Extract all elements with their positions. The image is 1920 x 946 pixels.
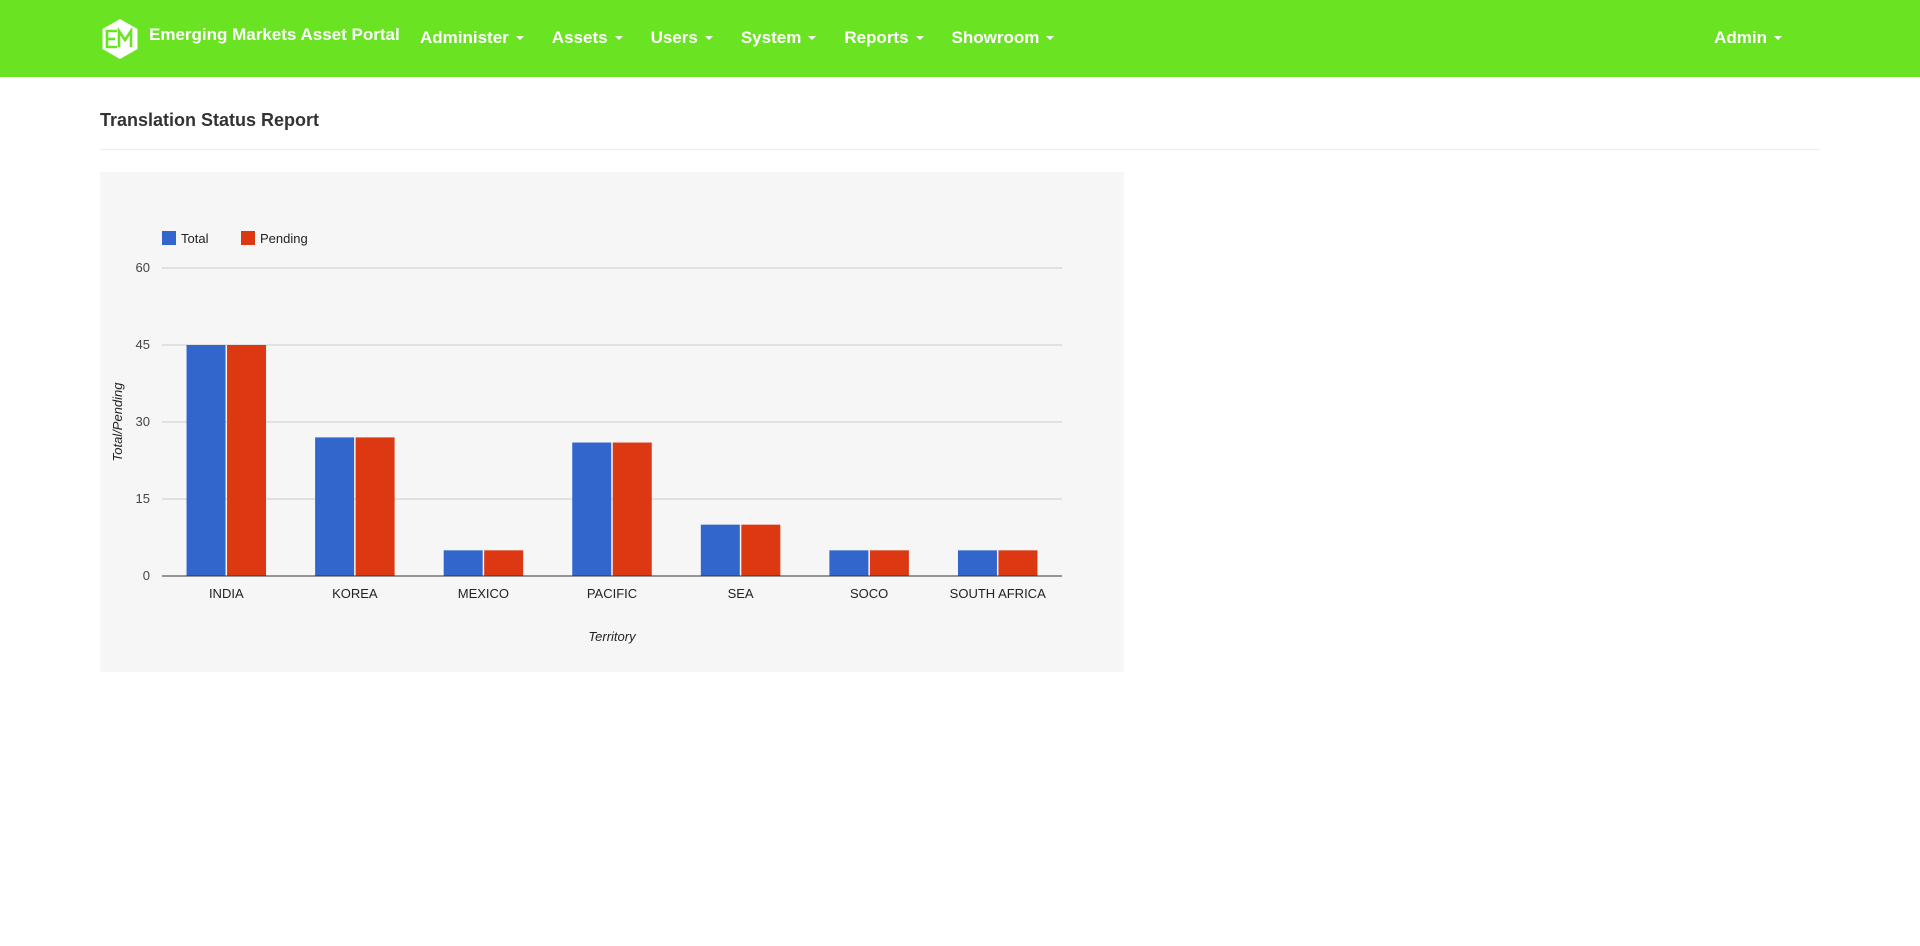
bar-pending [741, 524, 781, 576]
bar-total [443, 550, 483, 576]
chevron-down-icon [704, 36, 713, 40]
chevron-down-icon [614, 36, 623, 40]
y-tick-label: 15 [136, 491, 150, 506]
menu-assets[interactable]: Assets [538, 0, 637, 77]
x-axis-title: Territory [588, 629, 637, 644]
menu-system-label: System [740, 28, 802, 47]
x-tick-label: INDIA [209, 586, 244, 601]
menu-users-label: Users [650, 28, 698, 47]
y-tick-label: 60 [136, 260, 150, 275]
legend-swatch-pending [241, 231, 255, 245]
x-tick-label: SEA [728, 586, 754, 601]
bar-total [829, 550, 869, 576]
page-title: Translation Status Report [100, 110, 320, 130]
chevron-down-icon [515, 36, 524, 40]
menu-assets-label: Assets [551, 28, 608, 47]
y-tick-label: 0 [143, 568, 150, 583]
brand-title: Emerging Markets Asset Portal [149, 25, 400, 44]
chevron-down-icon [1046, 36, 1055, 40]
bar-total [572, 442, 612, 576]
bar-total [957, 550, 997, 576]
y-tick-label: 30 [136, 414, 150, 429]
em-logo-icon [102, 19, 138, 59]
page-header: Translation Status Report [100, 110, 1820, 150]
menu-showroom-label: Showroom [951, 28, 1040, 47]
bar-total [315, 437, 355, 576]
x-tick-label: MEXICO [458, 586, 509, 601]
legend-label-total: Total [181, 231, 209, 246]
user-menu-label: Admin [1714, 28, 1767, 47]
legend-swatch-total [162, 231, 176, 245]
x-tick-label: SOCO [850, 586, 888, 601]
main-menu: Administer Assets Users System Reports S… [406, 0, 1068, 77]
legend-label-pending: Pending [260, 231, 308, 246]
user-menu-admin[interactable]: Admin [1700, 0, 1796, 77]
menu-administer-label: Administer [420, 28, 509, 47]
menu-system[interactable]: System [727, 0, 830, 77]
translation-status-chart: 0 15 30 45 60 INDIA KOREA MEXICO PACIFIC SEA SOCO S… [110, 231, 1062, 644]
menu-reports[interactable]: Reports [830, 0, 937, 77]
menu-administer[interactable]: Administer [406, 0, 538, 77]
bar-pending [612, 442, 652, 576]
bar-pending [355, 437, 395, 576]
bar-pending [227, 345, 267, 576]
y-axis-title: Total/Pending [110, 382, 125, 462]
bar-total [700, 524, 740, 576]
chevron-down-icon [1774, 36, 1782, 40]
y-tick-label: 45 [136, 337, 150, 352]
top-navbar: Emerging Markets Asset Portal Administer… [0, 0, 1920, 77]
bar-total [186, 345, 226, 576]
x-tick-label: KOREA [332, 586, 378, 601]
chart-panel: 0 15 30 45 60 INDIA KOREA MEXICO PACIFIC SEA SOCO S… [100, 172, 1124, 672]
x-tick-label: PACIFIC [587, 586, 637, 601]
menu-users[interactable]: Users [637, 0, 727, 77]
x-tick-label: SOUTH AFRICA [950, 586, 1046, 601]
bar-pending [484, 550, 524, 576]
chevron-down-icon [808, 36, 817, 40]
brand-link[interactable]: Emerging Markets Asset Portal [99, 18, 400, 60]
bar-pending [869, 550, 909, 576]
bar-pending [998, 550, 1038, 576]
chevron-down-icon [915, 36, 924, 40]
menu-showroom[interactable]: Showroom [938, 0, 1069, 77]
menu-reports-label: Reports [844, 28, 909, 47]
